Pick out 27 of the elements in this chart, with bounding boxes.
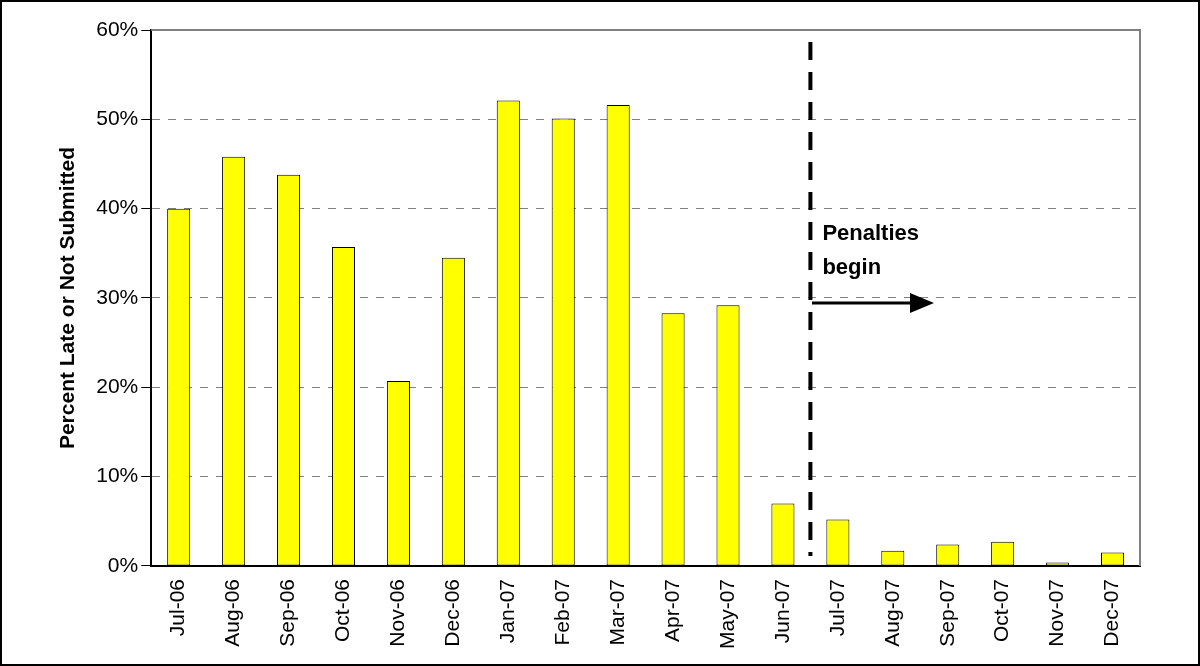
y-tick-label: 20% [96,374,139,398]
x-tick-label: Oct-07 [989,578,1013,643]
y-tick-label: 10% [96,463,139,487]
y-tick-label: 40% [96,195,139,219]
y-tick-label: 0% [107,552,139,576]
x-tick-label: Jun-07 [769,578,793,644]
y-tick-label: 60% [96,16,139,40]
x-tick-label: Dec-07 [1099,578,1123,647]
y-axis-title: Percent Late or Not Submitted [55,146,79,450]
x-tick-label: Dec-06 [440,578,464,647]
x-tick-label: Aug-06 [220,578,244,647]
x-tick-label: Jan-07 [495,578,519,644]
x-tick-label: Oct-06 [330,578,354,643]
y-tick-label: 30% [96,284,139,308]
x-tick-label: Nov-07 [1044,578,1068,647]
ref-line-label: Penalties begin [822,219,920,279]
x-tick-label: Apr-07 [659,578,683,643]
y-tick-label: 50% [96,106,139,130]
x-tick-label: Sep-07 [934,578,958,647]
x-tick-label: May-07 [714,578,738,650]
x-tick-label: Nov-06 [385,578,409,647]
x-tick-label: Mar-07 [604,578,628,646]
x-tick-label: Sep-06 [275,578,299,647]
x-tick-label: Aug-07 [879,578,903,647]
x-tick-label: Jul-06 [165,578,189,637]
x-tick-label: Feb-07 [550,578,574,646]
x-tick-label: Jul-07 [824,578,848,637]
